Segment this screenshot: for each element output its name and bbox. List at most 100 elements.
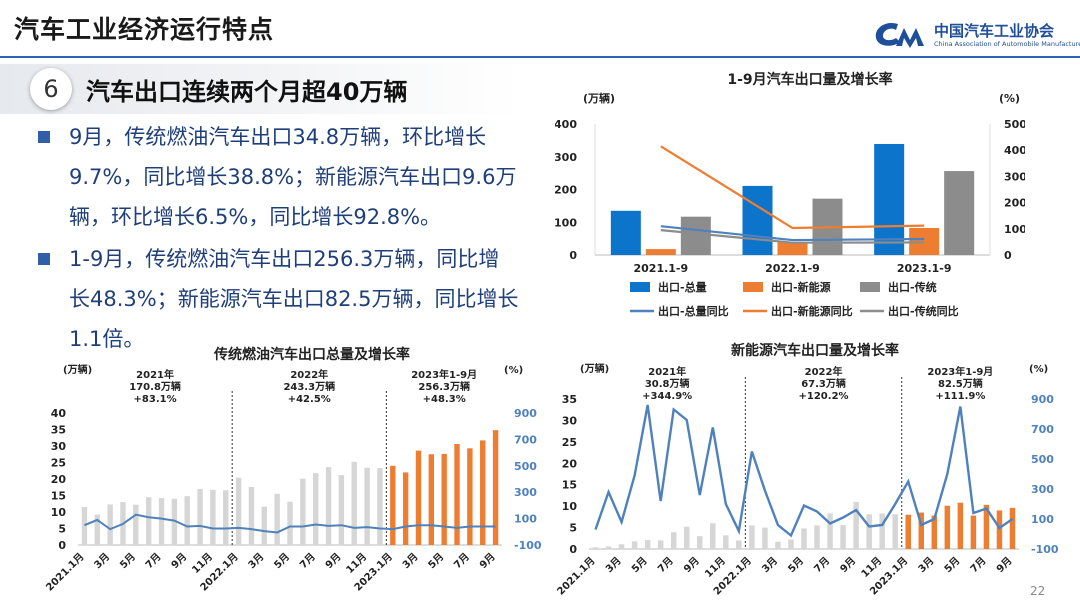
bar	[814, 525, 820, 549]
bar	[657, 540, 664, 549]
x-tick-label: 9月	[169, 551, 189, 571]
x-tick-label: 3月	[760, 555, 780, 575]
series-line	[660, 225, 925, 242]
bar	[680, 216, 711, 255]
bar	[235, 477, 242, 545]
bar	[777, 242, 808, 255]
y2-tick-label: 200	[1004, 197, 1025, 210]
logo-en-text: China Association of Automobile Manufact…	[934, 40, 1080, 48]
x-tick-label: 3月	[400, 551, 420, 571]
chart-export-summary: 1-9月汽车出口量及增长率 (万辆) (%) 0 100 200 300 400 0 100 200…	[555, 71, 1025, 318]
bar	[879, 513, 885, 549]
bullet-text-2: 1-9月，传统燃油汽车出口256.3万辆，同比增 长48.3%；新能源汽车出口8…	[69, 239, 549, 359]
x-tick-label: 7月	[297, 551, 317, 571]
annotation-label: 67.3万辆	[801, 377, 846, 390]
bar	[610, 210, 641, 255]
bar	[145, 497, 152, 545]
bullet-1-line-3: 辆，环比增长6.5%，同比增长92.8%。	[69, 205, 442, 229]
legend-label: 出口-总量同比	[658, 304, 729, 318]
bar	[683, 526, 690, 549]
bullet-square-icon	[38, 253, 50, 265]
right-axis-unit: (%)	[504, 365, 523, 376]
bar	[480, 440, 486, 545]
annotation-label: 243.3万辆	[283, 380, 335, 393]
x-tick-label: 7月	[812, 555, 832, 575]
annotation-label: 256.3万辆	[418, 380, 470, 393]
bar	[1009, 507, 1016, 549]
y-tick-label: 35	[562, 393, 577, 406]
bar	[351, 461, 357, 545]
y2-tick-label: 900	[514, 407, 537, 420]
legend-label: 出口-新能源	[771, 280, 831, 294]
y2-tick-label: 300	[1004, 170, 1025, 183]
annotation-label: 82.5万辆	[938, 377, 983, 390]
annotation-label: +48.3%	[423, 394, 466, 405]
legend-label: 出口-总量	[658, 280, 707, 294]
bar	[184, 496, 190, 545]
bar	[428, 454, 435, 545]
annotation-label: 30.8万辆	[645, 377, 690, 390]
legend-swatch	[630, 282, 650, 292]
y2-tick-label: 100	[1004, 223, 1025, 236]
bullet-2-line-1: 1-9月，传统燃油汽车出口256.3万辆，同比增	[69, 247, 500, 271]
x-tick-label: 7月	[143, 551, 163, 571]
section-band	[0, 64, 520, 114]
x-tick-label: 2021.1-9	[633, 262, 688, 275]
y2-tick-label: 900	[1031, 393, 1054, 406]
y2-tick-label: 100	[1031, 513, 1054, 526]
y-tick-label: 0	[569, 249, 577, 262]
y-tick-label: 30	[562, 414, 578, 427]
growth-line	[594, 404, 1014, 538]
y2-tick-label: 700	[1031, 423, 1054, 436]
series-line	[660, 229, 925, 244]
bar	[697, 536, 703, 549]
y-tick-label: 15	[562, 479, 577, 492]
bar	[325, 467, 332, 545]
x-tick-label: 2022.1-9	[765, 262, 820, 275]
annotation-label: 2021年	[648, 365, 686, 378]
annotation-label: 2023年1-9月	[927, 365, 993, 378]
bar	[492, 430, 499, 545]
bar	[710, 523, 716, 549]
annotation-label: 2021年	[136, 368, 174, 381]
y2-tick-label: 500	[1004, 118, 1025, 131]
y2-tick-label: -100	[514, 539, 542, 552]
bar	[94, 514, 100, 545]
bar	[312, 473, 319, 545]
y-tick-label: 35	[51, 424, 66, 437]
bar	[983, 504, 990, 549]
y-tick-label: 20	[51, 473, 67, 486]
bar	[957, 502, 964, 549]
bullet-1-line-2: 9.7%，同比增长38.8%；新能源汽车出口9.6万	[69, 165, 517, 189]
x-tick-label: 3月	[92, 551, 112, 571]
bar	[402, 472, 409, 545]
bar	[631, 541, 638, 549]
bar	[390, 465, 396, 545]
x-tick-label: 7月	[655, 555, 675, 575]
bar	[944, 505, 951, 549]
bullet-1-line-1: 9月，传统燃油汽车出口34.8万辆，环比增长	[69, 125, 487, 149]
header-divider	[0, 56, 1080, 58]
bar	[441, 453, 447, 545]
bar	[107, 504, 113, 545]
bar	[261, 506, 268, 545]
y2-tick-label: 700	[514, 433, 537, 446]
bar	[970, 515, 977, 549]
chart-title: 传统燃油汽车出口总量及增长率	[213, 346, 410, 363]
bar	[944, 171, 975, 255]
x-tick-label: 9月	[323, 551, 343, 571]
x-tick-label: 3月	[603, 555, 623, 575]
x-tick-label: 5月	[426, 551, 446, 571]
annotation-label: +120.2%	[799, 391, 849, 402]
bar	[918, 512, 925, 549]
bar	[605, 546, 612, 549]
bar	[762, 527, 768, 549]
bar	[133, 504, 139, 545]
y-tick-label: 0	[569, 543, 577, 556]
page-number: 22	[1030, 584, 1046, 598]
x-tick-label: 5月	[117, 551, 137, 571]
y2-tick-label: 500	[1031, 453, 1054, 466]
y-tick-label: 25	[51, 457, 66, 470]
bullet-text-1: 9月，传统燃油汽车出口34.8万辆，环比增长 9.7%，同比增长38.8%；新能…	[69, 117, 549, 237]
series-line	[660, 145, 925, 230]
